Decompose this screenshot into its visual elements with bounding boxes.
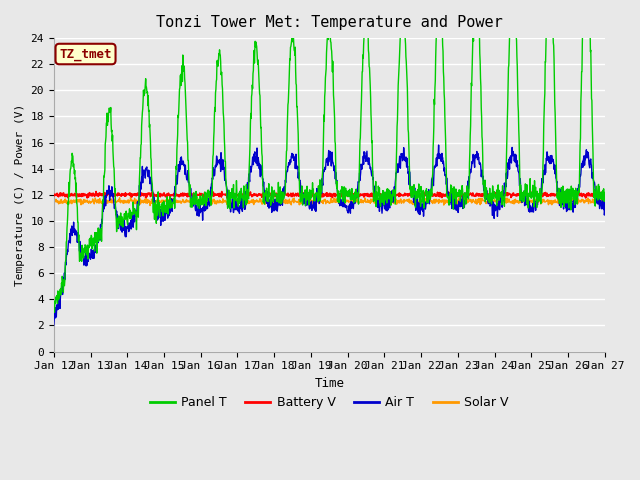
Text: TZ_tmet: TZ_tmet <box>60 48 112 60</box>
X-axis label: Time: Time <box>314 377 344 390</box>
Legend: Panel T, Battery V, Air T, Solar V: Panel T, Battery V, Air T, Solar V <box>145 391 514 414</box>
Y-axis label: Temperature (C) / Power (V): Temperature (C) / Power (V) <box>15 104 25 286</box>
Title: Tonzi Tower Met: Temperature and Power: Tonzi Tower Met: Temperature and Power <box>156 15 502 30</box>
